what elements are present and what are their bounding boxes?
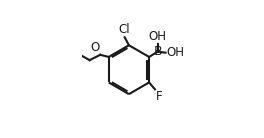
Text: F: F bbox=[155, 90, 162, 103]
Text: OH: OH bbox=[166, 46, 184, 59]
Text: OH: OH bbox=[149, 30, 167, 43]
Text: O: O bbox=[91, 41, 100, 54]
Text: Cl: Cl bbox=[118, 23, 130, 36]
Text: B: B bbox=[153, 45, 162, 58]
